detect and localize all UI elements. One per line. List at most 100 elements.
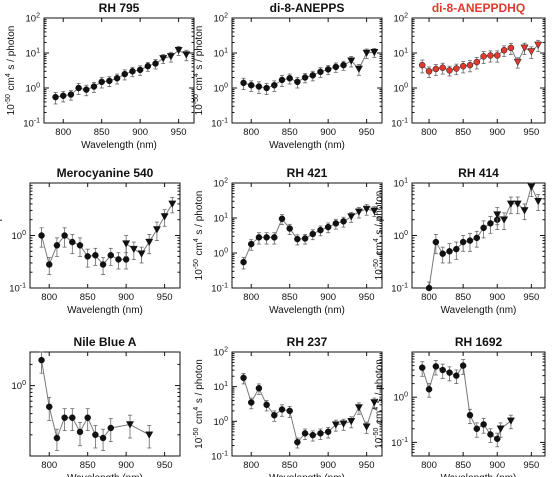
- x-tick-label: 850: [455, 292, 471, 303]
- data-point-triangle: [129, 245, 138, 254]
- data-point-triangle: [527, 48, 536, 56]
- chart-title: di-8-ANEPPDHQ: [432, 1, 525, 15]
- data-point-circle: [255, 234, 263, 241]
- chart-panel: RH 1692 800 850 900 950 10-1 100 Wavelength (nm…: [373, 335, 546, 477]
- y-tick-label: 100: [394, 83, 409, 95]
- y-tick-label: 100: [26, 83, 41, 95]
- data-point-triangle: [122, 240, 131, 248]
- x-tick-label: 950: [359, 460, 375, 471]
- y-tick-label: 10-1: [211, 451, 228, 463]
- data-point-circle: [294, 235, 301, 243]
- x-tick-label: 850: [80, 292, 96, 303]
- y-axis-label: 10-50 cm4 s / photon: [373, 191, 385, 281]
- data-point-triangle: [370, 49, 379, 57]
- y-tick-label: 10-1: [391, 118, 408, 130]
- x-axis-label: Wavelength (nm): [269, 305, 345, 316]
- data-point-circle: [240, 374, 247, 382]
- x-axis-label: Wavelength (nm): [67, 305, 143, 316]
- data-point-triangle: [125, 421, 135, 429]
- x-tick-label: 800: [243, 292, 259, 303]
- chart-title: RH 414: [458, 166, 499, 180]
- data-point-triangle: [513, 200, 522, 208]
- data-point-circle: [294, 78, 301, 86]
- data-point-triangle: [137, 250, 146, 258]
- data-point-circle: [76, 242, 84, 249]
- data-point-circle: [473, 58, 481, 66]
- plot-frame: [231, 17, 383, 124]
- y-tick-label: 100: [214, 83, 229, 95]
- chart-panel: di-8-ANEPPS 800 850 900 950 10-1 100 101 102 Wave…: [193, 1, 383, 151]
- data-point-circle: [84, 414, 91, 421]
- x-tick-label: 900: [320, 292, 336, 303]
- x-tick-label: 950: [157, 292, 173, 303]
- data-point-circle: [144, 62, 152, 70]
- plot-frame: [411, 17, 546, 124]
- y-tick-label: 100: [12, 230, 27, 242]
- data-point-circle: [459, 238, 467, 246]
- x-tick-label: 850: [94, 127, 110, 138]
- data-point-circle: [76, 428, 84, 436]
- data-point-triangle: [520, 44, 529, 52]
- data-point-circle: [439, 250, 446, 257]
- data-point-circle: [271, 234, 278, 241]
- chart-panel: RH 237 800 850 900 950 10-1 100 101 102 Wavelengt…: [193, 335, 383, 477]
- data-point-circle: [332, 63, 340, 71]
- y-tick-label: 102: [26, 13, 41, 25]
- data-point-triangle: [182, 51, 191, 59]
- data-point-circle: [446, 369, 453, 376]
- y-tick-label: 101: [26, 48, 41, 60]
- data-point-circle: [294, 438, 301, 446]
- chart-title: RH 237: [287, 335, 328, 349]
- data-point-circle: [53, 242, 61, 249]
- data-point-circle: [255, 385, 263, 392]
- data-point-circle: [425, 385, 433, 393]
- plot-frame: [29, 182, 181, 289]
- data-point-circle: [99, 261, 107, 268]
- data-point-circle: [439, 366, 446, 374]
- data-point-triangle: [506, 200, 515, 208]
- data-point-circle: [52, 93, 59, 101]
- x-axis-label: Wavelength (nm): [441, 305, 517, 316]
- data-point-circle: [107, 252, 115, 259]
- data-point-circle: [69, 238, 76, 246]
- data-point-circle: [129, 68, 136, 75]
- data-point-triangle: [370, 399, 379, 407]
- data-point-circle: [38, 356, 45, 364]
- plot-frame: [29, 351, 181, 457]
- y-axis-label: 10-50 cm4 s / photon: [193, 359, 205, 449]
- x-tick-label: 850: [455, 460, 471, 471]
- data-point-triangle: [362, 205, 371, 214]
- data-point-circle: [69, 414, 76, 421]
- data-point-circle: [301, 430, 309, 437]
- data-point-circle: [263, 84, 270, 92]
- data-point-circle: [324, 223, 332, 231]
- data-point-circle: [271, 81, 278, 89]
- data-point-triangle: [347, 57, 356, 65]
- y-axis-label: 10-50 cm4 s / photon: [373, 359, 385, 449]
- chart-title: Nile Blue A: [74, 335, 137, 349]
- x-tick-label: 800: [55, 127, 71, 138]
- data-point-circle: [487, 431, 494, 438]
- chart-panel: RH 421 800 850 900 950 10-1 100 101 102 Wavelengt…: [193, 166, 383, 316]
- y-tick-label: 101: [394, 178, 409, 190]
- plot-frame: [231, 182, 383, 289]
- y-tick-label: 10-1: [211, 283, 228, 295]
- data-point-circle: [317, 68, 324, 76]
- data-point-circle: [152, 60, 159, 67]
- y-tick-label: 10-1: [211, 118, 228, 130]
- y-tick-label: 101: [214, 48, 229, 60]
- data-point-circle: [459, 62, 467, 70]
- chart-title: di-8-ANEPPS: [270, 1, 345, 15]
- y-tick-label: 100: [214, 248, 229, 260]
- data-point-triangle: [168, 200, 177, 208]
- data-point-circle: [439, 64, 446, 71]
- series-line: [41, 203, 173, 267]
- y-tick-label: 102: [214, 13, 229, 25]
- data-point-circle: [106, 77, 113, 85]
- series-line: [421, 364, 512, 440]
- y-axis-label: 10-50 cm4 s / photon: [193, 191, 205, 281]
- x-axis-label: Wavelength (nm): [67, 473, 143, 477]
- data-point-circle: [332, 220, 340, 227]
- data-point-circle: [473, 234, 481, 242]
- data-point-triangle: [331, 421, 340, 429]
